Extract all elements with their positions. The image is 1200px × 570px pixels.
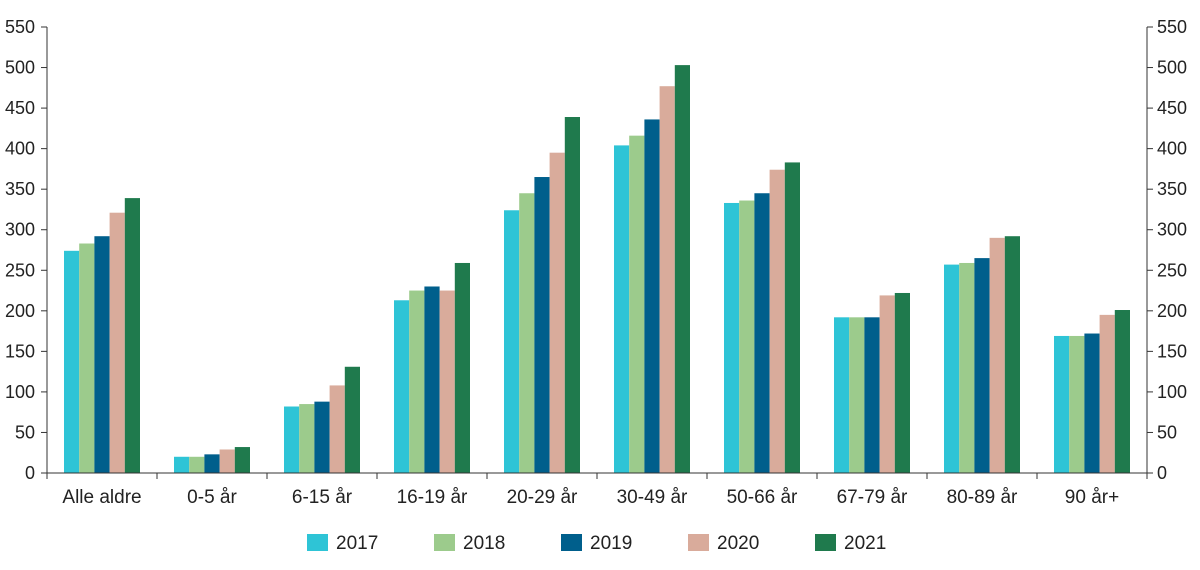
- y-tick-label-right: 0: [1157, 463, 1167, 483]
- bar-2017-6-15-r: [284, 406, 300, 473]
- y-tick-label-right: 300: [1157, 220, 1187, 240]
- legend-swatch-2017: [307, 534, 328, 551]
- bar-2020-30-49-r: [659, 86, 675, 473]
- bar-2018-50-66-r: [739, 200, 755, 473]
- axes-group: 0 0 50 50 100 100 150 150 200 200 250 250 300 300 350 3…: [5, 17, 1187, 508]
- bar-2020-90-r-: [1099, 314, 1115, 473]
- bar-2018-16-19-r: [409, 290, 425, 473]
- y-tick-label-left: 350: [5, 179, 35, 199]
- y-tick-label-right: 100: [1157, 382, 1187, 402]
- x-category-label: 16-19 år: [397, 487, 468, 508]
- bar-2018-80-89-r: [959, 262, 975, 473]
- x-category-label: Alle aldre: [62, 487, 141, 508]
- bars-group: [64, 65, 1130, 474]
- y-tick-label-left: 500: [5, 58, 35, 78]
- x-category-label: 67-79 år: [837, 487, 908, 508]
- bar-2018-6-15-r: [299, 404, 315, 473]
- bar-2021-90-r-: [1114, 310, 1130, 473]
- legend: 2017 2018 2019 2020 2021: [307, 533, 886, 554]
- y-tick-label-right: 150: [1157, 341, 1187, 361]
- y-tick-label-left: 450: [5, 98, 35, 118]
- y-tick-label-right: 400: [1157, 139, 1187, 159]
- y-tick-label-left: 200: [5, 301, 35, 321]
- bar-2018-0-5-r: [189, 456, 205, 473]
- bar-2017-20-29-r: [504, 210, 520, 473]
- bar-2019-0-5-r: [204, 454, 220, 473]
- y-tick-label-left: 150: [5, 341, 35, 361]
- x-category-label: 20-29 år: [507, 487, 578, 508]
- x-category-label: 0-5 år: [187, 487, 237, 508]
- y-tick-label-right: 450: [1157, 98, 1187, 118]
- bar-2020-50-66-r: [769, 169, 785, 473]
- bar-2021-30-49-r: [674, 65, 690, 474]
- bar-2021-alle-aldre: [124, 198, 140, 473]
- x-category-label: 50-66 år: [727, 487, 798, 508]
- bar-2020-80-89-r: [989, 237, 1005, 473]
- y-tick-label-left: 250: [5, 260, 35, 280]
- legend-swatch-2019: [561, 534, 582, 551]
- bar-2019-90-r-: [1084, 333, 1100, 473]
- bar-2019-50-66-r: [754, 193, 770, 474]
- bar-2018-90-r-: [1069, 335, 1085, 473]
- bar-2019-alle-aldre: [94, 236, 110, 473]
- legend-swatch-2020: [688, 534, 709, 551]
- bar-2017-90-r-: [1054, 335, 1070, 473]
- y-tick-label-left: 400: [5, 139, 35, 159]
- x-category-label: 6-15 år: [292, 487, 353, 508]
- bar-2020-0-5-r: [219, 449, 235, 473]
- legend-label-2018: 2018: [463, 533, 505, 554]
- legend-label-2021: 2021: [844, 533, 886, 554]
- y-tick-label-left: 100: [5, 382, 35, 402]
- legend-swatch-2018: [434, 534, 455, 551]
- bar-2020-67-79-r: [879, 295, 895, 473]
- bar-2021-16-19-r: [454, 262, 470, 473]
- bar-2017-alle-aldre: [64, 250, 80, 473]
- bar-2018-alle-aldre: [79, 243, 95, 473]
- y-tick-label-right: 50: [1157, 422, 1177, 442]
- bar-2017-0-5-r: [174, 456, 190, 473]
- y-tick-label-left: 300: [5, 220, 35, 240]
- bar-2020-16-19-r: [439, 290, 455, 473]
- bar-2018-30-49-r: [629, 135, 645, 473]
- y-tick-label-left: 550: [5, 17, 35, 37]
- legend-label-2020: 2020: [717, 533, 759, 554]
- bar-2017-16-19-r: [394, 300, 410, 473]
- bar-2021-80-89-r: [1004, 236, 1020, 473]
- bar-2017-67-79-r: [834, 317, 850, 473]
- bar-2021-20-29-r: [564, 117, 580, 473]
- bar-2019-67-79-r: [864, 317, 880, 473]
- bar-2021-67-79-r: [894, 292, 910, 473]
- legend-label-2017: 2017: [336, 533, 378, 554]
- bar-2019-30-49-r: [644, 119, 660, 473]
- bar-2020-alle-aldre: [109, 212, 125, 473]
- y-tick-label-left: 50: [15, 422, 35, 442]
- y-tick-label-right: 350: [1157, 179, 1187, 199]
- bar-2019-6-15-r: [314, 401, 330, 473]
- bar-2018-20-29-r: [519, 193, 535, 474]
- x-category-label: 90 år+: [1065, 487, 1119, 508]
- bar-2019-20-29-r: [534, 177, 550, 473]
- bar-2021-6-15-r: [344, 366, 360, 473]
- bar-2018-67-79-r: [849, 317, 865, 473]
- bar-2020-20-29-r: [549, 152, 565, 473]
- y-tick-label-right: 500: [1157, 58, 1187, 78]
- y-tick-label-left: 0: [25, 463, 35, 483]
- bar-2020-6-15-r: [329, 385, 345, 473]
- y-tick-label-right: 250: [1157, 260, 1187, 280]
- bar-2019-16-19-r: [424, 286, 440, 473]
- bar-2021-0-5-r: [234, 447, 250, 473]
- bar-2017-50-66-r: [724, 202, 740, 473]
- x-category-label: 30-49 år: [617, 487, 688, 508]
- y-tick-label-right: 550: [1157, 17, 1187, 37]
- x-category-label: 80-89 år: [947, 487, 1018, 508]
- bar-2017-30-49-r: [614, 145, 630, 473]
- legend-swatch-2021: [815, 534, 836, 551]
- legend-label-2019: 2019: [590, 533, 632, 554]
- bar-2019-80-89-r: [974, 258, 990, 473]
- y-tick-label-right: 200: [1157, 301, 1187, 321]
- bar-2017-80-89-r: [944, 264, 960, 473]
- bar-2021-50-66-r: [784, 162, 800, 474]
